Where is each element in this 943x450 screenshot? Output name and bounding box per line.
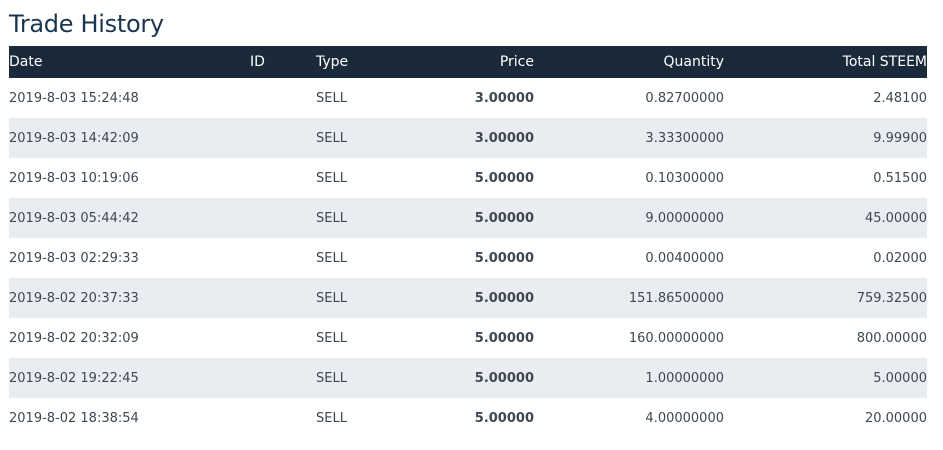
trade-price: 5.00000 (474, 370, 534, 386)
trade-price: 5.00000 (474, 250, 534, 266)
trade-type: SELL (316, 290, 347, 306)
trade-date: 2019-8-02 18:38:54 (9, 410, 139, 426)
trade-type: SELL (316, 410, 347, 426)
trade-total: 9.99900 (873, 130, 927, 146)
table-row: 2019-8-03 10:19:06 SELL 5.00000 0.10300000 0… (9, 158, 927, 198)
table-header: Date ID Type Price Quantity Total STEEM (9, 46, 927, 78)
column-header-id[interactable]: ID (250, 54, 265, 70)
column-header-total[interactable]: Total STEEM (842, 54, 927, 70)
trade-id (250, 118, 316, 158)
trade-price: 5.00000 (474, 170, 534, 186)
trade-quantity: 160.00000000 (628, 330, 724, 346)
trade-id (250, 318, 316, 358)
table-row: 2019-8-03 02:29:33 SELL 5.00000 0.00400000 0… (9, 238, 927, 278)
column-header-date[interactable]: Date (9, 54, 43, 70)
trade-date: 2019-8-03 14:42:09 (9, 130, 139, 146)
trade-date: 2019-8-03 05:44:42 (9, 210, 139, 226)
trade-type: SELL (316, 170, 347, 186)
trade-type: SELL (316, 250, 347, 266)
page-title: Trade History (9, 10, 164, 38)
trade-date: 2019-8-02 20:32:09 (9, 330, 139, 346)
table-row: 2019-8-03 05:44:42 SELL 5.00000 9.00000000 4… (9, 198, 927, 238)
trade-price: 5.00000 (474, 330, 534, 346)
trade-id (250, 398, 316, 438)
trade-total: 20.00000 (864, 410, 927, 426)
trade-price: 3.00000 (474, 130, 534, 146)
table-body: 2019-8-03 15:24:48 SELL 3.00000 0.82700000 2… (9, 78, 927, 438)
trade-quantity: 9.00000000 (645, 210, 724, 226)
trade-price: 5.00000 (474, 210, 534, 226)
column-header-quantity[interactable]: Quantity (663, 54, 725, 70)
column-header-price[interactable]: Price (499, 54, 534, 70)
trade-date: 2019-8-02 20:37:33 (9, 290, 139, 306)
trade-type: SELL (316, 130, 347, 146)
trade-price: 5.00000 (474, 290, 534, 306)
table-header-row: Date ID Type Price Quantity Total STEEM (9, 46, 927, 78)
table-row: 2019-8-02 20:32:09 SELL 5.00000 160.0000000… (9, 318, 927, 358)
trade-type: SELL (316, 330, 347, 346)
trade-quantity: 4.00000000 (645, 410, 724, 426)
table-row: 2019-8-02 20:37:33 SELL 5.00000 151.8650000… (9, 278, 927, 318)
column-header-type[interactable]: Type (316, 54, 349, 70)
trade-history-table: Date ID Type Price Quantity Total STEEM … (9, 46, 927, 438)
table-row: 2019-8-02 19:22:45 SELL 5.00000 1.00000000 5… (9, 358, 927, 398)
trade-date: 2019-8-03 02:29:33 (9, 250, 139, 266)
table-row: 2019-8-03 15:24:48 SELL 3.00000 0.82700000 2… (9, 78, 927, 118)
trade-date: 2019-8-02 19:22:45 (9, 370, 139, 386)
trade-date: 2019-8-03 10:19:06 (9, 170, 139, 186)
trade-quantity: 0.00400000 (645, 250, 724, 266)
trade-id (250, 278, 316, 318)
table-row: 2019-8-03 14:42:09 SELL 3.00000 3.33300000 9… (9, 118, 927, 158)
trade-price: 3.00000 (474, 90, 534, 106)
trade-quantity: 1.00000000 (645, 370, 724, 386)
trade-quantity: 151.86500000 (628, 290, 724, 306)
trade-id (250, 238, 316, 278)
trade-total: 800.00000 (856, 330, 927, 346)
trade-total: 759.32500 (856, 290, 927, 306)
trade-total: 45.00000 (864, 210, 927, 226)
trade-price: 5.00000 (474, 410, 534, 426)
trade-type: SELL (316, 210, 347, 226)
trade-type: SELL (316, 90, 347, 106)
trade-id (250, 78, 316, 118)
trade-total: 5.00000 (873, 370, 927, 386)
trade-quantity: 3.33300000 (645, 130, 724, 146)
trade-quantity: 0.10300000 (645, 170, 724, 186)
trade-total: 2.48100 (873, 90, 927, 106)
trade-id (250, 358, 316, 398)
trade-total: 0.02000 (873, 250, 927, 266)
trade-date: 2019-8-03 15:24:48 (9, 90, 139, 106)
trade-type: SELL (316, 370, 347, 386)
table-row: 2019-8-02 18:38:54 SELL 5.00000 4.00000000 2… (9, 398, 927, 438)
trade-quantity: 0.82700000 (645, 90, 724, 106)
trade-id (250, 158, 316, 198)
trade-id (250, 198, 316, 238)
trade-total: 0.51500 (873, 170, 927, 186)
